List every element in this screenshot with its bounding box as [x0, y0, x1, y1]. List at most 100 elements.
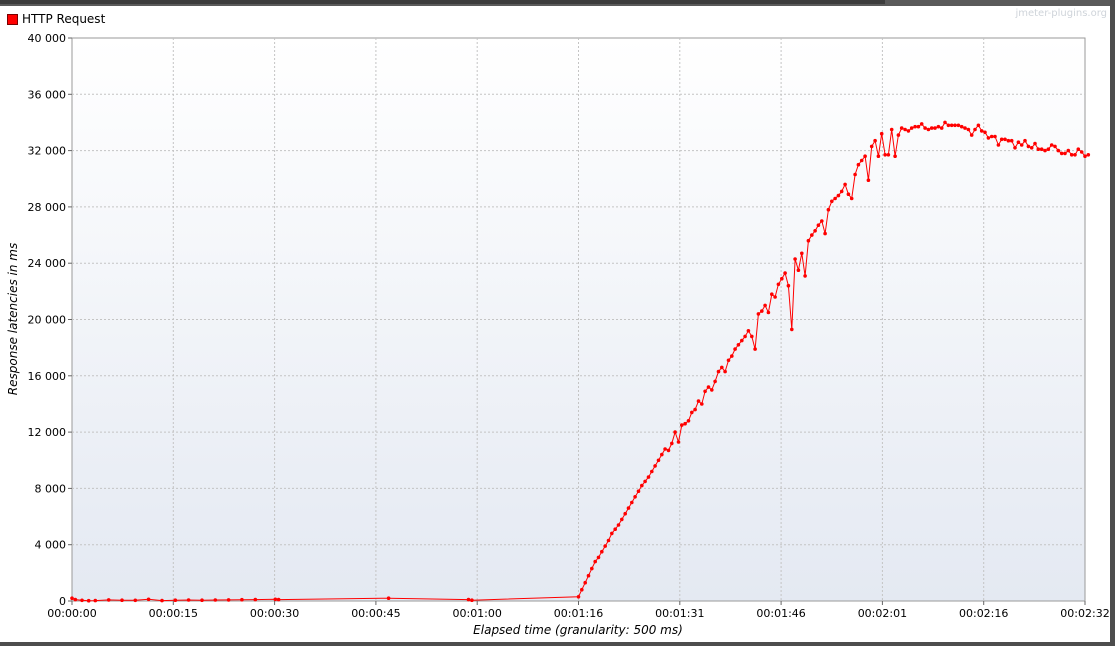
data-point — [200, 598, 204, 602]
data-point — [1053, 144, 1057, 149]
data-point — [666, 448, 671, 453]
data-point — [909, 126, 914, 130]
data-point — [773, 295, 777, 299]
data-point — [613, 527, 617, 531]
y-tick-label: 4 000 — [35, 539, 67, 552]
data-point — [856, 162, 861, 167]
data-point — [1043, 148, 1047, 153]
data-point — [800, 251, 804, 256]
data-point — [876, 154, 881, 158]
data-point — [693, 407, 697, 412]
data-point — [939, 126, 944, 130]
data-point — [120, 598, 124, 602]
data-point — [620, 517, 624, 522]
data-point — [933, 126, 937, 130]
data-point — [703, 389, 707, 394]
data-point — [919, 122, 924, 126]
data-point — [723, 369, 727, 374]
data-point — [583, 580, 587, 585]
data-point — [996, 143, 1001, 147]
data-point — [740, 338, 744, 343]
data-point — [886, 153, 891, 157]
series-http-request — [70, 120, 1091, 603]
data-point — [783, 271, 787, 275]
data-point — [253, 597, 258, 602]
data-point — [863, 154, 867, 158]
data-point — [173, 598, 178, 602]
data-point — [146, 597, 151, 602]
data-point — [823, 231, 827, 236]
x-tick-label: 00:02:32 — [1060, 607, 1109, 620]
data-point — [1033, 141, 1037, 146]
y-tick-label: 24 000 — [28, 257, 67, 270]
data-point — [670, 441, 674, 446]
data-point — [750, 334, 754, 339]
data-point — [676, 440, 681, 444]
grid — [72, 38, 1085, 601]
x-tick-label: 00:01:16 — [554, 607, 603, 620]
data-point — [776, 282, 781, 287]
data-point — [1003, 137, 1007, 142]
data-point — [80, 598, 84, 603]
data-point — [673, 430, 677, 434]
data-point — [879, 131, 884, 136]
data-point — [680, 423, 684, 427]
data-point — [903, 127, 907, 132]
data-point — [606, 538, 611, 543]
data-point — [1029, 146, 1034, 150]
data-point — [803, 274, 807, 278]
data-point — [213, 598, 218, 602]
data-point — [746, 329, 751, 333]
data-point — [963, 126, 967, 130]
data-point — [770, 292, 774, 297]
x-tick-label: 00:00:45 — [351, 607, 400, 620]
data-point — [953, 123, 957, 128]
data-point — [766, 310, 771, 315]
chart-legend: HTTP Request — [7, 12, 105, 26]
data-point — [593, 559, 597, 564]
data-point — [989, 134, 994, 139]
data-point — [923, 126, 927, 130]
data-point — [790, 327, 794, 332]
legend-swatch — [7, 13, 18, 25]
data-point — [73, 597, 78, 602]
data-point — [1016, 140, 1021, 144]
data-point — [636, 489, 641, 494]
data-point — [240, 597, 244, 602]
data-point — [913, 124, 917, 129]
x-tick-label: 00:02:16 — [959, 607, 1008, 620]
data-point — [616, 523, 621, 527]
data-point — [646, 475, 651, 479]
data-point — [720, 365, 724, 370]
data-point — [1013, 146, 1017, 150]
data-point — [683, 421, 687, 426]
data-point — [726, 358, 731, 363]
data-point — [1059, 151, 1064, 156]
data-point — [663, 447, 667, 451]
data-point — [866, 178, 871, 182]
data-point — [899, 126, 904, 130]
data-point — [839, 189, 844, 194]
data-point — [973, 127, 977, 132]
data-point — [660, 452, 664, 457]
data-point — [276, 597, 281, 602]
x-axis-title: Elapsed time (granularity: 500 ms) — [473, 623, 683, 637]
y-axis-ticks: 0 4 000 8 000 12 000 16 000 20 000 24 000 28 00… — [28, 32, 72, 608]
data-point — [763, 303, 767, 308]
y-tick-label: 40 000 — [28, 32, 67, 45]
data-point — [1079, 150, 1084, 154]
data-point — [999, 137, 1004, 142]
data-point — [470, 598, 474, 602]
data-point — [160, 598, 164, 603]
data-point — [610, 531, 614, 536]
data-point — [1026, 144, 1031, 149]
data-point — [596, 555, 601, 560]
data-point — [869, 144, 874, 149]
data-point — [1023, 138, 1027, 143]
data-point — [576, 595, 581, 599]
data-point — [859, 158, 864, 163]
data-point — [93, 598, 98, 603]
data-point — [623, 511, 627, 516]
y-tick-label: 28 000 — [28, 201, 67, 214]
data-point — [1083, 154, 1087, 158]
